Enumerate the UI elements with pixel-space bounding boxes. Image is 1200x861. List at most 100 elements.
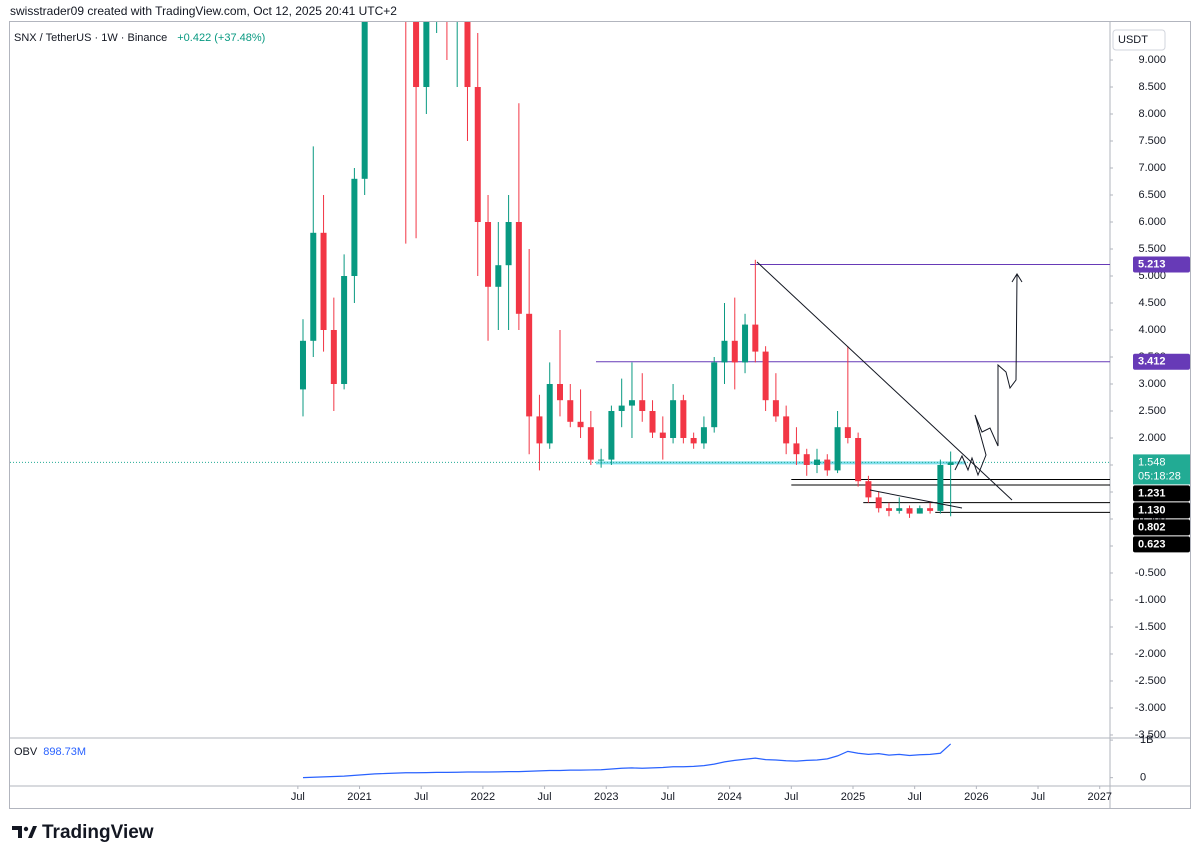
level-box [1133, 536, 1190, 553]
candle-body [793, 443, 800, 455]
price-pane [10, 22, 1110, 518]
trend-line [869, 489, 963, 509]
y-tick-label: 6.000 [1138, 216, 1166, 228]
y-tick-label: 3.000 [1138, 378, 1166, 390]
candle-body [567, 400, 574, 422]
candle-body [814, 459, 821, 465]
candle-body [464, 22, 471, 88]
currency-box[interactable] [1112, 29, 1166, 51]
candle-body [731, 340, 738, 363]
candle-body [844, 427, 851, 438]
candle-body [721, 340, 728, 363]
y-tick-label: 9.000 [1138, 54, 1166, 66]
x-tick-label: Jul [908, 791, 922, 803]
candle-body [341, 276, 348, 384]
candle-body [670, 400, 677, 438]
candle-body [937, 464, 944, 511]
x-tick-label: 2021 [347, 791, 371, 803]
footer-logo [12, 826, 37, 838]
x-tick-label: 2024 [717, 791, 741, 803]
y-tick-label: 4.000 [1138, 324, 1166, 336]
candle-body [587, 427, 594, 460]
candle-body [618, 405, 625, 411]
level-box [1133, 502, 1190, 519]
x-tick-label: 2025 [841, 791, 865, 803]
candle-body [505, 222, 512, 266]
obv-line [302, 743, 952, 779]
level-label: 1.130 [1138, 504, 1166, 516]
candle-body [834, 427, 841, 471]
y-tick-label: 5.000 [1138, 270, 1166, 282]
y-tick-label: 5.500 [1138, 243, 1166, 255]
x-tick-label: Jul [538, 791, 552, 803]
candle-body [772, 400, 779, 417]
candle-body [495, 265, 502, 287]
candle-body [649, 410, 656, 433]
x-tick-label: 2023 [594, 791, 618, 803]
y-tick-label: -3.500 [1135, 729, 1166, 741]
x-tick-label: 2026 [964, 791, 988, 803]
candle-body [711, 362, 718, 428]
candle-body [947, 462, 954, 465]
x-tick-label: Jul [414, 791, 428, 803]
candle-body [628, 400, 635, 406]
x-tick-label: Jul [1031, 791, 1045, 803]
level-box [1133, 256, 1190, 273]
candle-body [865, 481, 872, 498]
y-tick-label: 2.000 [1138, 432, 1166, 444]
y-tick-label: 7.000 [1138, 162, 1166, 174]
level-box [1133, 353, 1190, 370]
candle-body [803, 454, 810, 465]
y-tick-label: -3.000 [1135, 702, 1166, 714]
x-tick-label: 2022 [471, 791, 495, 803]
candle-body [885, 508, 892, 511]
candle-body [526, 313, 533, 417]
candle-body [351, 178, 358, 277]
projection-path [954, 274, 1018, 477]
obv-tick-label: 0 [1140, 772, 1146, 784]
price-change: +0.422 (+37.48%) [177, 32, 265, 44]
candle-body [875, 497, 882, 509]
level-label: 3.412 [1138, 356, 1166, 368]
candle-body [536, 416, 543, 444]
obv-tick-label: 1B [1140, 734, 1153, 746]
candle-body [783, 416, 790, 444]
candle-body [413, 22, 420, 88]
candle-body [824, 459, 831, 471]
level-label: 0.623 [1138, 538, 1166, 550]
candle-body [659, 432, 666, 438]
candle-body [310, 232, 317, 341]
y-tick-label: 8.500 [1138, 81, 1166, 93]
level-label: 1.231 [1138, 487, 1166, 499]
candle-body [320, 232, 327, 330]
y-tick-label: 6.500 [1138, 189, 1166, 201]
x-tick-label: 2027 [1087, 791, 1111, 803]
candle-body [690, 437, 697, 444]
currency[interactable]: USDT [1118, 34, 1148, 46]
candle-body [916, 508, 923, 514]
level-label: 0.802 [1138, 521, 1166, 533]
candle-body [752, 324, 759, 352]
trend-line [756, 261, 1013, 501]
y-tick-label: -1.000 [1135, 594, 1166, 606]
indicator-name: OBV [14, 746, 38, 758]
level-box [1133, 519, 1190, 536]
candle-body [330, 329, 337, 384]
y-tick-label: -2.000 [1135, 648, 1166, 660]
candle-body [515, 222, 522, 314]
symbol-title: SNX / TetherUS · 1W · Binance [14, 32, 167, 44]
frame [9, 21, 1191, 809]
level-label: 5.213 [1138, 258, 1166, 270]
candle-body [598, 459, 605, 461]
y-tick-label: 8.000 [1138, 108, 1166, 120]
drawings [756, 261, 1023, 509]
candle-body [927, 508, 934, 511]
candle-body [742, 324, 749, 363]
level-box [1133, 485, 1190, 502]
y-tick-label: -2.500 [1135, 675, 1166, 687]
axes: Jul 2021 Jul 2022 Jul 2023 Jul 2024 Jul 2025 Jul 20… [291, 54, 1190, 803]
obv-pane [302, 743, 952, 779]
